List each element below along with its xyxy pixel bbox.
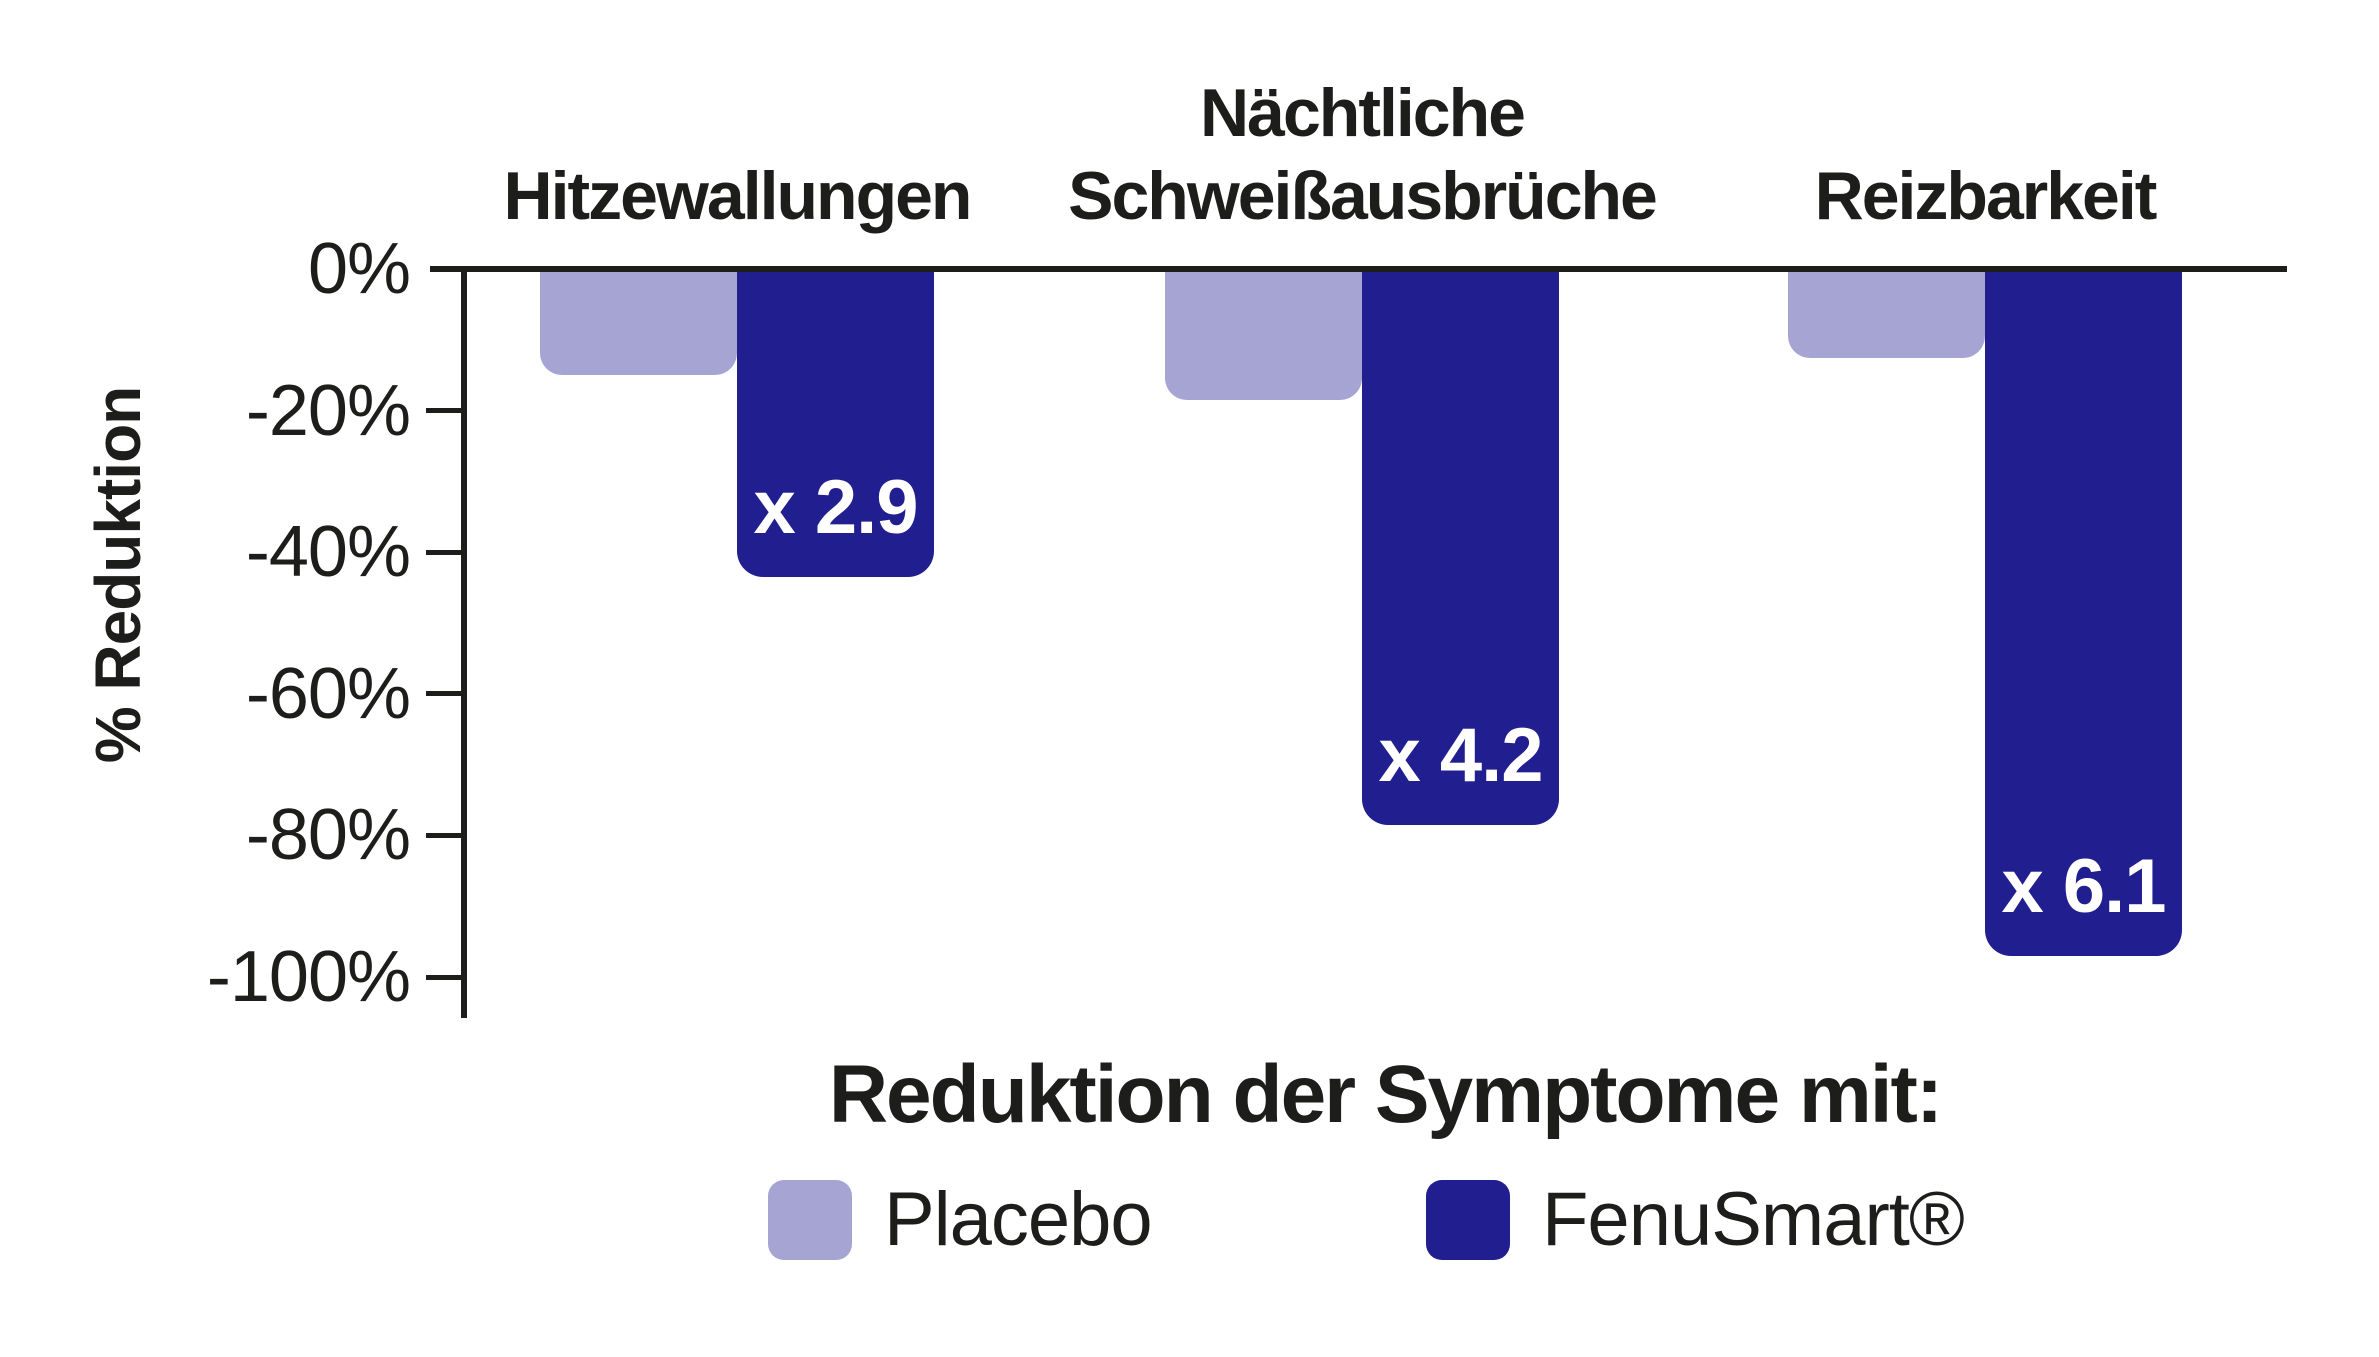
y-tick-label: -100% <box>206 937 411 1017</box>
bar-placebo-2 <box>1165 269 1362 400</box>
y-tick-label: -40% <box>245 512 411 593</box>
y-tick-line <box>426 549 464 555</box>
x-axis-zero-line <box>430 266 2287 272</box>
multiplier-label: x 6.1 <box>2001 843 2166 929</box>
y-tick-label: -60% <box>245 653 411 734</box>
bar-fenusmart-1: x 2.9 <box>737 269 934 577</box>
legend-label-placebo: Placebo <box>884 1177 1153 1262</box>
legend-swatch-fenusmart <box>1426 1180 1510 1260</box>
y-tick-line <box>426 974 464 980</box>
bar-placebo-3 <box>1788 269 1985 358</box>
bar-fenusmart-2: x 4.2 <box>1362 269 1559 825</box>
category-label: Hitzewallungen <box>503 158 973 235</box>
y-tick-label: -80% <box>245 795 411 876</box>
y-axis-line <box>461 266 467 1018</box>
bar-fenusmart-3: x 6.1 <box>1985 269 2182 956</box>
category-label: Reizbarkeit <box>1814 158 2158 235</box>
legend-title: Reduktion der Symptome mit: <box>828 1049 1943 1140</box>
category-label: Nächtliche Schweißausbrüche <box>1068 75 1658 235</box>
y-tick-line <box>426 691 464 697</box>
y-tick-label: 0% <box>307 229 411 309</box>
y-tick-line <box>426 832 464 838</box>
legend-swatch-placebo <box>768 1180 852 1260</box>
bar-placebo-1 <box>540 269 737 376</box>
y-tick-label: -20% <box>245 370 411 451</box>
multiplier-label: x 2.9 <box>753 464 918 550</box>
legend-label-fenusmart: FenuSmart® <box>1542 1177 1965 1262</box>
y-tick-line <box>426 408 464 414</box>
multiplier-label: x 4.2 <box>1378 712 1543 798</box>
